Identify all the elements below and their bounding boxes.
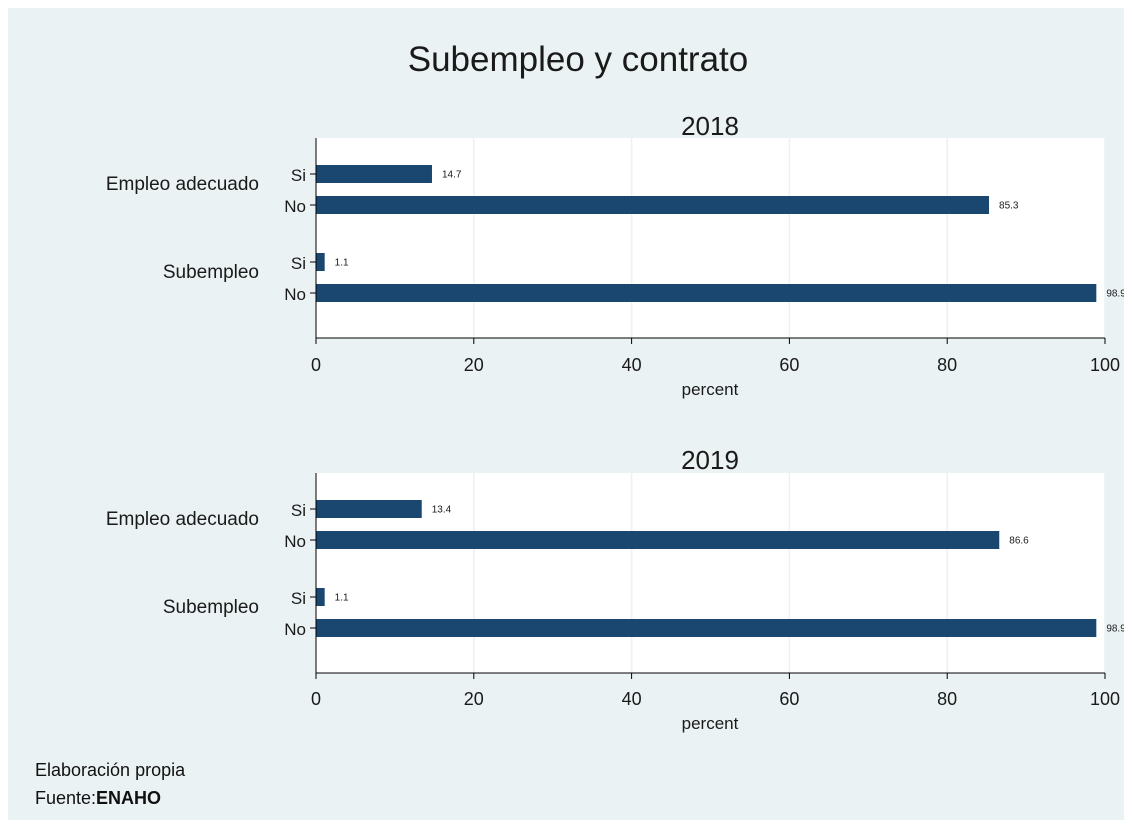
panel-2018-category-label: No <box>284 285 306 304</box>
panel-2018-category-label: Si <box>291 254 306 273</box>
panel-2019-group-label: Subempleo <box>163 597 259 618</box>
panel-2018-value-label: 1.1 <box>335 258 349 269</box>
panel-2019-category-label: Si <box>291 589 306 608</box>
chart-figure: Subempleo y contrato 2018 Empleo adecuado S… <box>8 8 1124 820</box>
panel-2019-value-label: 1.1 <box>335 593 349 604</box>
panel-2018-bar <box>316 165 432 183</box>
panel-2019-x-tick-label: 20 <box>464 689 484 709</box>
panel-2019-group-label: Empleo adecuado <box>106 509 259 530</box>
panel-2018-category-label: Si <box>291 166 306 185</box>
panel-2019-value-label: 86.6 <box>1009 536 1029 547</box>
panel-2018-bar <box>316 196 990 214</box>
panel-2019-category-label: Si <box>291 501 306 520</box>
panel-2019-plot-area <box>316 473 1105 673</box>
panel-2019-value-label: 98.9 <box>1106 624 1124 635</box>
footnote-source: Fuente:ENAHO <box>35 788 161 809</box>
panel-2018-group-label: Subempleo <box>163 262 259 283</box>
panel-2018-category-label: No <box>284 197 306 216</box>
panel-2019-x-tick-label: 0 <box>311 689 321 709</box>
panel-2018-value-label: 98.9 <box>1106 289 1124 300</box>
panel-2019-value-label: 13.4 <box>432 505 452 516</box>
panel-2019-bar <box>316 531 1000 549</box>
panel-2019-bar <box>316 619 1097 637</box>
panel-2018-value-label: 14.7 <box>442 170 462 181</box>
panel-2018-x-tick-label: 100 <box>1090 355 1120 375</box>
chart-title: Subempleo y contrato <box>408 40 748 79</box>
panel-2019-category-label: No <box>284 532 306 551</box>
panel-2018-x-tick-label: 60 <box>779 355 799 375</box>
panel-2019-x-tick-label: 40 <box>622 689 642 709</box>
panel-2018-plot-area <box>316 138 1105 338</box>
panel-2018-x-tick-label: 20 <box>464 355 484 375</box>
panel-2018-x-tick-label: 40 <box>622 355 642 375</box>
footnote-source-prefix: Fuente: <box>35 788 97 808</box>
panel-2019-x-axis-label: percent <box>682 714 739 733</box>
panel-2018-title: 2018 <box>681 111 739 141</box>
panel-2018-x-tick-label: 0 <box>311 355 321 375</box>
panel-2019-x-tick-label: 100 <box>1090 689 1120 709</box>
panel-2019-bar <box>316 500 422 518</box>
panel-2018-x-axis-label: percent <box>682 380 739 399</box>
footnote-authorship: Elaboración propia <box>35 760 186 780</box>
chart-canvas: Subempleo y contrato 2018 Empleo adecuado S… <box>106 40 1124 733</box>
panel-2018-x-tick-label: 80 <box>937 355 957 375</box>
panel-2019-x-tick-label: 80 <box>937 689 957 709</box>
panel-2019-x-tick-label: 60 <box>779 689 799 709</box>
panel-2019-category-label: No <box>284 620 306 639</box>
panel-2019-bar <box>316 588 325 606</box>
footnote-source-name: ENAHO <box>96 788 162 808</box>
panel-2018-group-label: Empleo adecuado <box>106 174 259 195</box>
panel-2018-bar <box>316 253 325 271</box>
panel-2019-title: 2019 <box>681 445 739 475</box>
panel-2018-bar <box>316 284 1097 302</box>
panel-2018-value-label: 85.3 <box>999 201 1019 212</box>
